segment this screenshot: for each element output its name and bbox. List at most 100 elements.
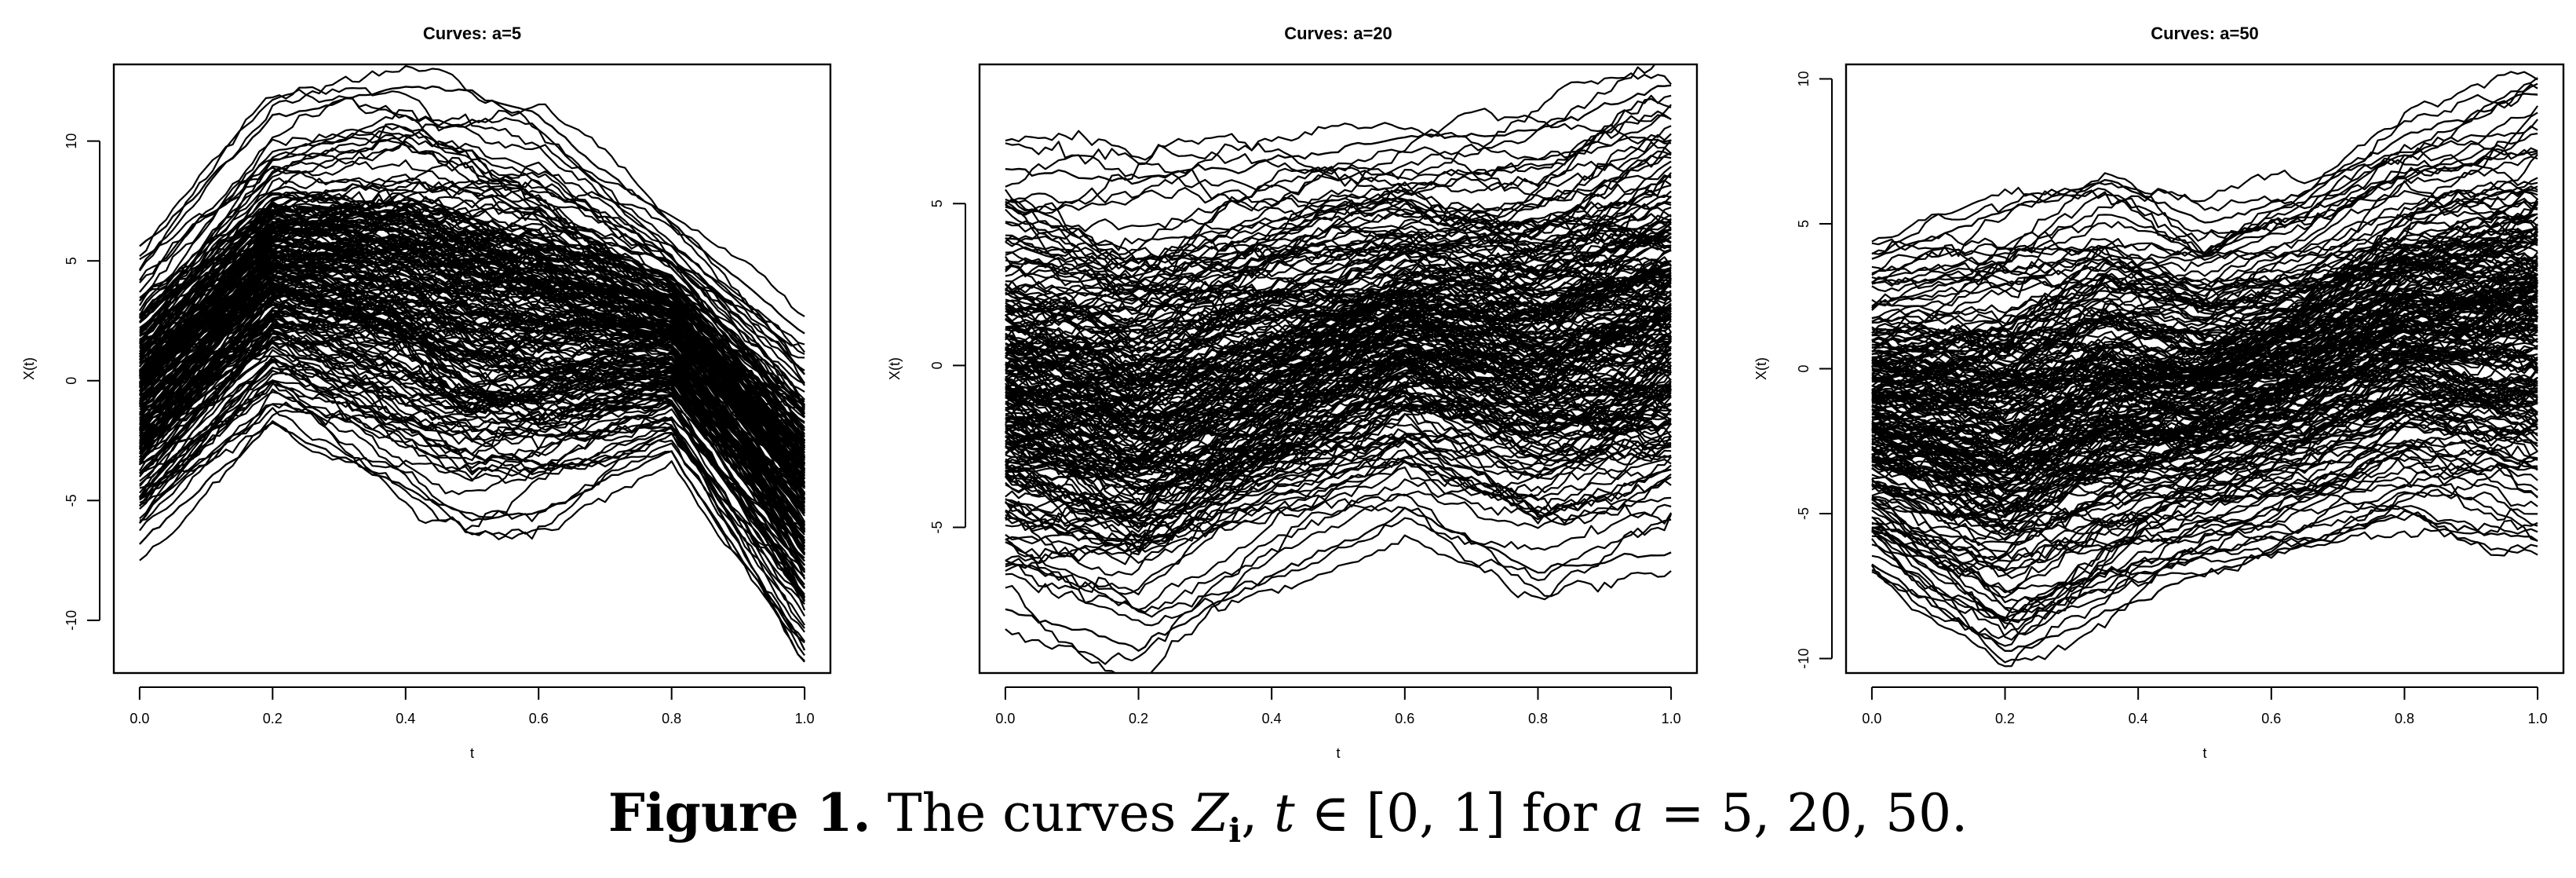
curve (1871, 440, 2538, 533)
curve (1005, 304, 1672, 459)
curve (1871, 82, 2538, 262)
curve (1871, 269, 2538, 430)
y-tick-label: 5 (64, 257, 79, 265)
x-tick-label: 0.0 (1862, 711, 1881, 726)
curve (138, 320, 805, 571)
y-tick-label: 5 (1796, 220, 1812, 228)
caption-text-pre: The curves (870, 783, 1193, 843)
curve (1005, 339, 1672, 410)
caption-text-mid: , (1241, 783, 1275, 843)
x-tick-label: 1.0 (1662, 711, 1681, 726)
curve (1005, 430, 1672, 534)
curve (138, 219, 805, 476)
x-axis-label: t (2202, 745, 2206, 761)
curve (1005, 351, 1672, 455)
curve (1005, 139, 1672, 274)
curve (139, 243, 805, 485)
x-tick-label: 0.0 (995, 711, 1015, 726)
x-tick-label: 0.4 (1262, 711, 1282, 726)
y-axis-label: X(t) (887, 357, 903, 380)
caption-label: Figure 1. (608, 782, 871, 843)
curve (1871, 380, 2538, 468)
curve (1004, 221, 1672, 341)
curve (139, 125, 805, 359)
curve (139, 409, 805, 663)
x-tick-label: 1.0 (795, 711, 815, 726)
curve (1004, 448, 1672, 553)
chart-panel-3: Curves: a=50 0.0 0.2 0.4 0.6 0.8 1.0 t -10 -5 0 5 10… (1753, 24, 2565, 761)
curve (1005, 277, 1672, 386)
curve (1005, 257, 1672, 355)
curve (1005, 222, 1672, 334)
plot-frame (1844, 63, 2565, 675)
curve (1871, 339, 2538, 481)
curve (139, 274, 805, 441)
curve (139, 217, 805, 477)
curve (1871, 119, 2538, 323)
curve (1871, 185, 2538, 363)
curve-upper-extreme (139, 85, 805, 335)
curve (1871, 511, 2538, 620)
curve (139, 204, 805, 441)
curve (139, 320, 805, 590)
curve (1871, 465, 2538, 647)
curve (1005, 179, 1672, 316)
curve-lower-extreme (139, 421, 806, 651)
curve (1871, 177, 2538, 288)
x-tick-label: 0.6 (2261, 711, 2281, 726)
y-tick-label: -10 (1796, 649, 1812, 669)
x-tick-label: 0.2 (1995, 711, 2015, 726)
y-tick-label: 5 (929, 199, 945, 207)
caption-sub-i: i (1228, 811, 1242, 851)
curve (139, 117, 805, 385)
plot-frame (112, 63, 832, 675)
chart-title: Curves: a=5 (423, 24, 521, 43)
curve (1871, 266, 2538, 397)
chart-panel-2: Curves: a=20 0.0 0.2 0.4 0.6 0.8 1.0 t -5 0 5 X(t) (887, 24, 1698, 761)
y-tick-label: 0 (929, 361, 945, 369)
curve (1005, 384, 1672, 455)
series-curves (1870, 71, 2539, 668)
curve (139, 316, 806, 514)
curve (139, 309, 805, 539)
y-axis-label: X(t) (1753, 357, 1769, 380)
curve (1871, 439, 2538, 580)
curve (1871, 316, 2538, 380)
curve (1871, 112, 2538, 257)
curve (139, 108, 805, 386)
curve (1871, 309, 2538, 481)
curve (1871, 291, 2539, 416)
series-curves (1004, 64, 1673, 673)
curve (1005, 412, 1672, 595)
curve (1871, 105, 2538, 284)
curve (1871, 307, 2538, 483)
curve (1005, 282, 1672, 397)
curve (139, 131, 806, 411)
curve (1005, 237, 1672, 405)
curve (1005, 361, 1672, 539)
curve (1871, 233, 2538, 381)
curve (1005, 271, 1672, 378)
curve (1005, 72, 1672, 214)
curve (1005, 172, 1672, 293)
curve (1005, 240, 1672, 379)
curve (1871, 272, 2538, 420)
figure-caption: Figure 1. The curves Zi, t ∈ [0, 1] for … (0, 781, 2576, 862)
curve (1005, 384, 1672, 525)
curve (1871, 437, 2538, 565)
curve (1871, 282, 2538, 404)
x-tick-label: 0.8 (2395, 711, 2414, 726)
curve (1005, 196, 1672, 333)
curve (1005, 194, 1672, 254)
curve (1871, 200, 2539, 311)
curve (1871, 320, 2538, 500)
curve (139, 288, 806, 511)
curve (1005, 315, 1672, 430)
curve (1005, 399, 1672, 511)
curve (1005, 309, 1672, 423)
y-tick-label: -5 (929, 521, 945, 533)
curve-upper-extreme (1005, 84, 1672, 185)
curve-upper-extreme (1871, 93, 2538, 260)
curve (138, 130, 805, 371)
